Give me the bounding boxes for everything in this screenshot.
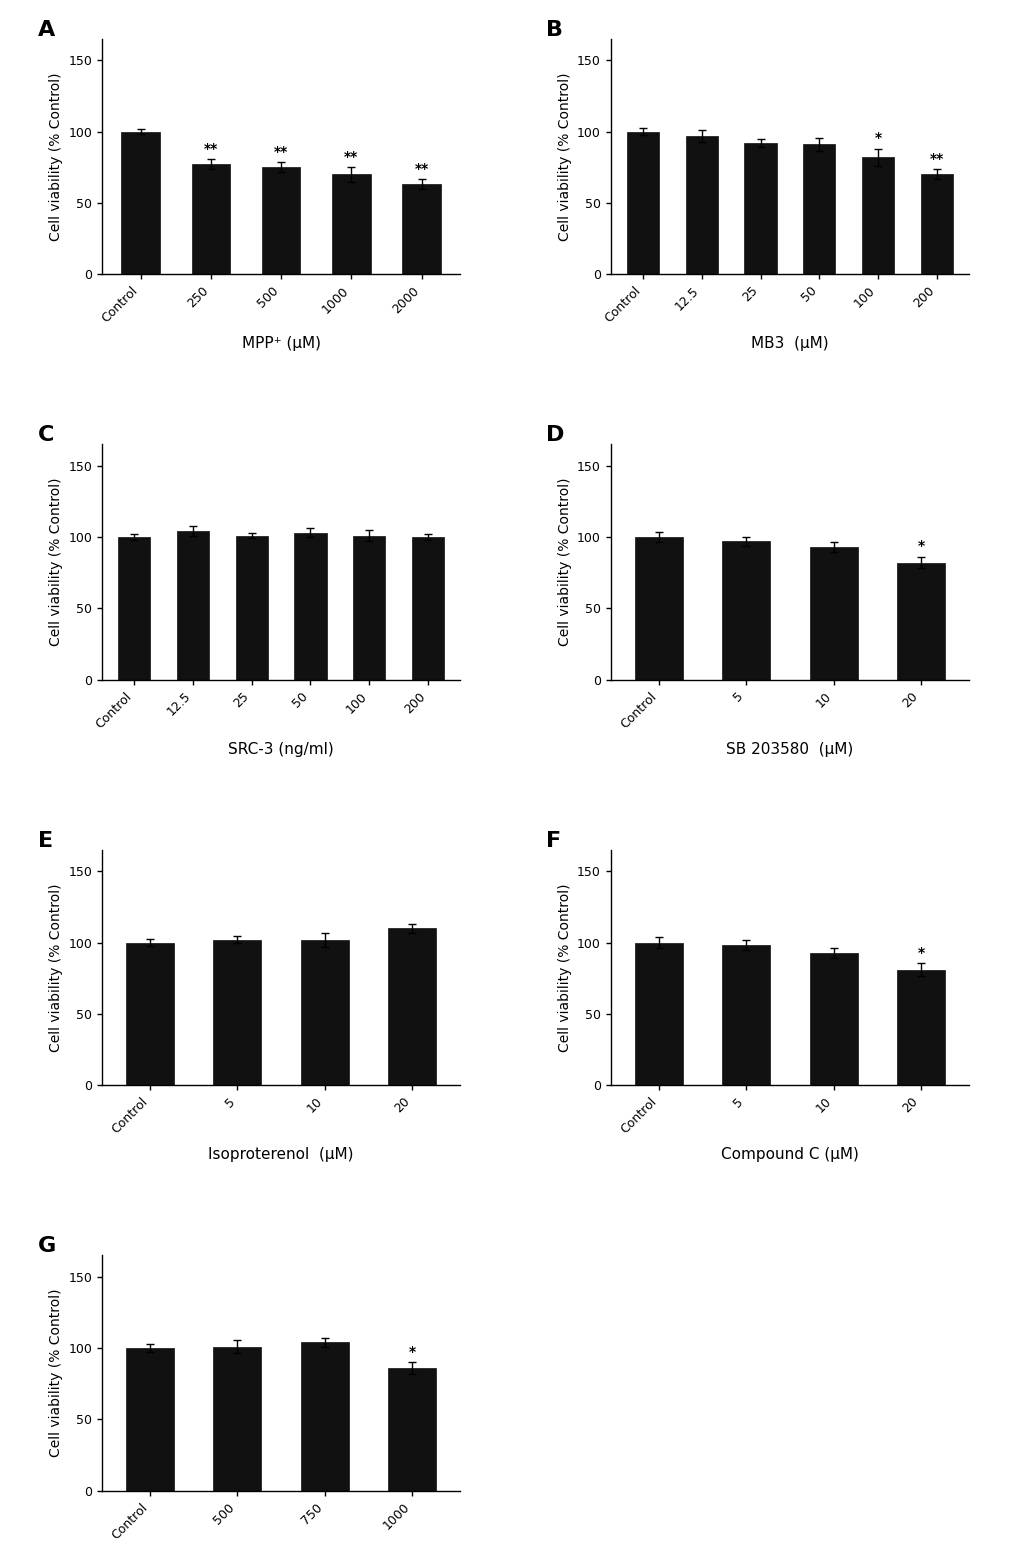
Bar	[802, 144, 835, 275]
Bar	[744, 144, 775, 275]
Bar	[627, 131, 658, 275]
Text: *: *	[409, 1344, 416, 1358]
Bar	[121, 131, 160, 275]
Bar	[634, 538, 682, 680]
Bar	[896, 970, 944, 1086]
Bar	[126, 1349, 174, 1491]
Bar	[809, 547, 857, 680]
Y-axis label: Cell viability (% Control): Cell viability (% Control)	[49, 477, 63, 646]
Y-axis label: Cell viability (% Control): Cell viability (% Control)	[49, 884, 63, 1052]
Text: B: B	[546, 20, 562, 40]
Bar	[294, 533, 326, 680]
Text: E: E	[38, 831, 53, 851]
X-axis label: SB 203580  (μM): SB 203580 (μM)	[726, 742, 853, 757]
X-axis label: Isoproterenol  (μM): Isoproterenol (μM)	[208, 1148, 354, 1162]
X-axis label: Compound C (μM): Compound C (μM)	[720, 1148, 858, 1162]
Text: **: **	[344, 150, 358, 164]
X-axis label: MPP⁺ (μM): MPP⁺ (μM)	[242, 337, 320, 351]
Text: **: **	[274, 145, 288, 159]
Bar	[353, 536, 385, 680]
Bar	[213, 1347, 261, 1491]
Y-axis label: Cell viability (% Control): Cell viability (% Control)	[49, 73, 63, 241]
Bar	[213, 939, 261, 1086]
Text: *: *	[916, 946, 923, 959]
Text: G: G	[38, 1236, 56, 1256]
Text: **: **	[928, 151, 943, 165]
Bar	[809, 953, 857, 1086]
Y-axis label: Cell viability (% Control): Cell viability (% Control)	[557, 73, 571, 241]
Bar	[685, 136, 717, 275]
Bar	[192, 164, 230, 275]
Bar	[388, 929, 436, 1086]
Text: *: *	[873, 131, 880, 145]
Bar	[262, 167, 301, 275]
Bar	[896, 562, 944, 680]
Bar	[332, 175, 370, 275]
Text: A: A	[38, 20, 55, 40]
X-axis label: SRC-3 (ng/ml): SRC-3 (ng/ml)	[228, 742, 333, 757]
Bar	[235, 536, 268, 680]
Y-axis label: Cell viability (% Control): Cell viability (% Control)	[557, 884, 571, 1052]
Bar	[721, 541, 769, 680]
Bar	[176, 531, 209, 680]
Y-axis label: Cell viability (% Control): Cell viability (% Control)	[49, 1289, 63, 1457]
Y-axis label: Cell viability (% Control): Cell viability (% Control)	[557, 477, 571, 646]
Text: **: **	[204, 142, 218, 156]
X-axis label: MB3  (μM): MB3 (μM)	[750, 337, 827, 351]
Bar	[301, 939, 348, 1086]
Bar	[401, 184, 440, 275]
Bar	[118, 538, 151, 680]
Bar	[412, 538, 443, 680]
Text: C: C	[38, 425, 54, 445]
Text: *: *	[916, 539, 923, 553]
Bar	[721, 946, 769, 1086]
Bar	[861, 158, 894, 275]
Bar	[301, 1343, 348, 1491]
Text: **: **	[414, 162, 428, 176]
Bar	[634, 942, 682, 1086]
Bar	[919, 175, 952, 275]
Bar	[126, 942, 174, 1086]
Text: D: D	[546, 425, 565, 445]
Text: F: F	[546, 831, 560, 851]
Bar	[388, 1367, 436, 1491]
